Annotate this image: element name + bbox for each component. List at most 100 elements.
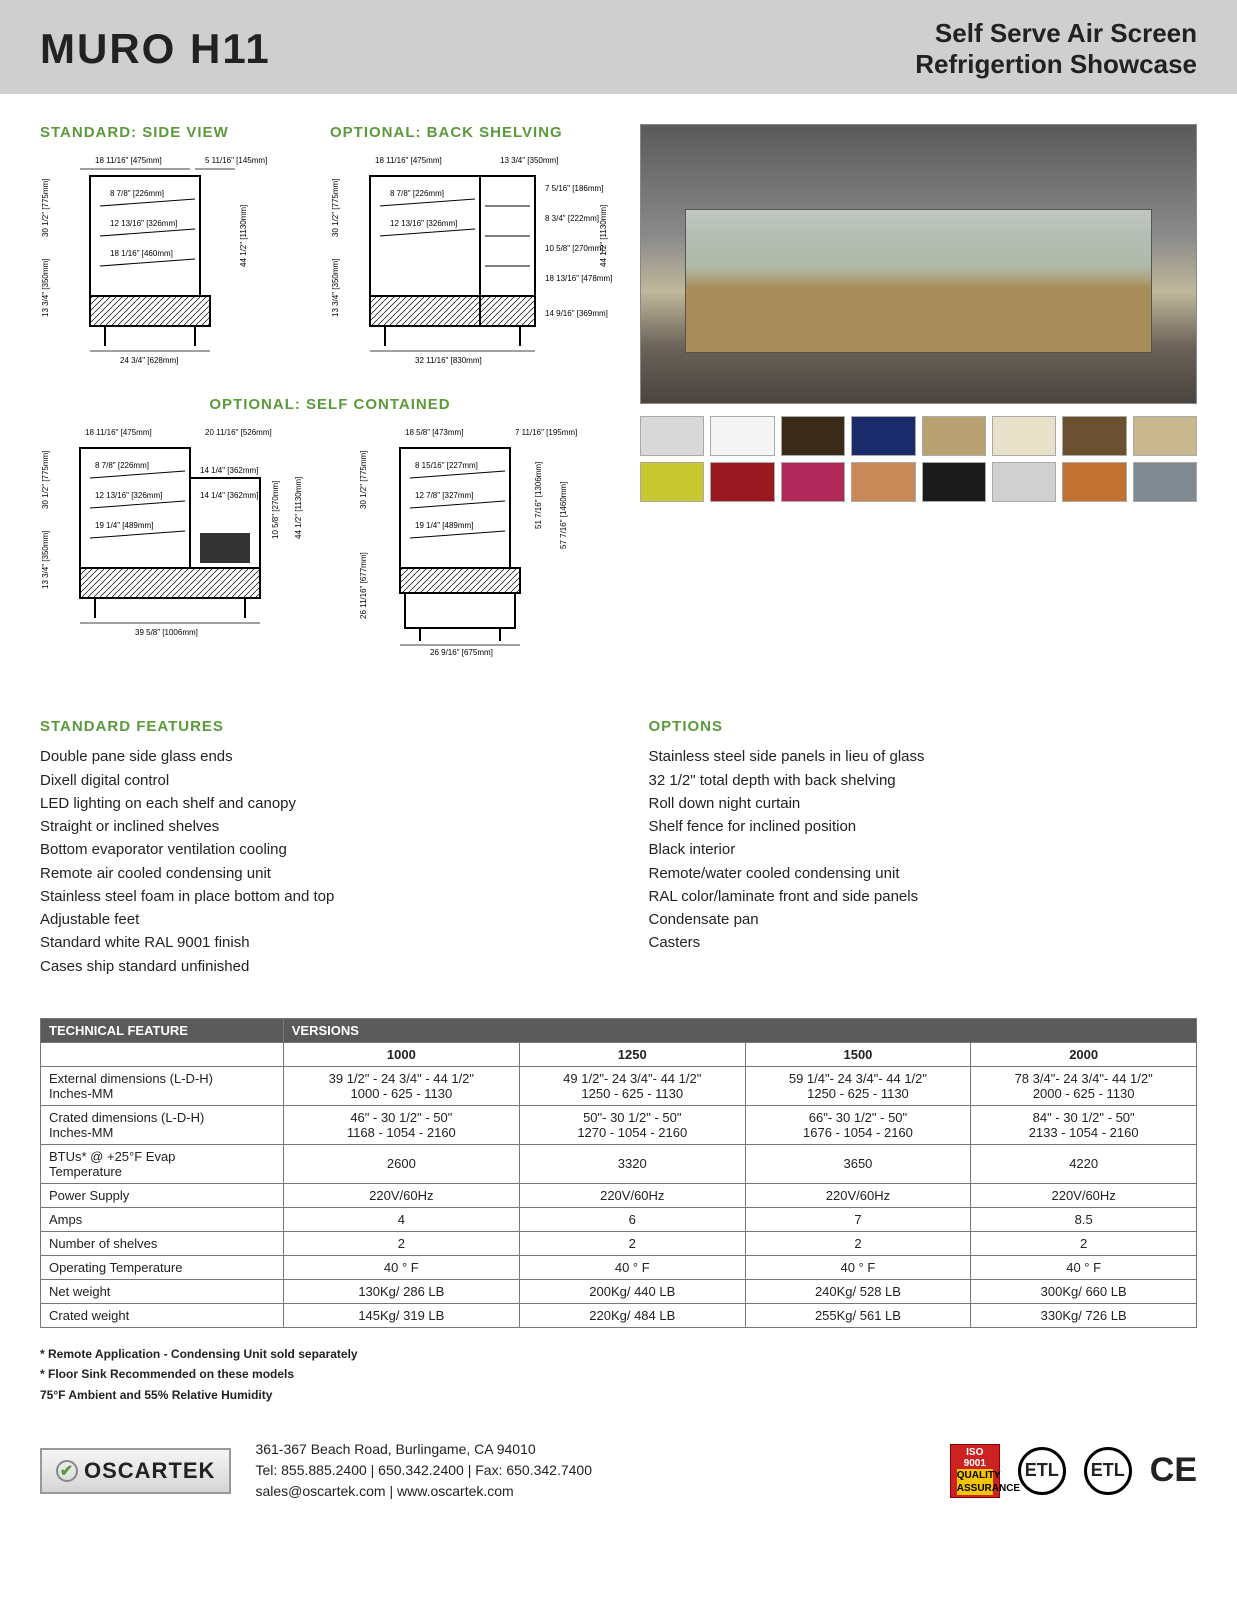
table-cell: 2 xyxy=(519,1231,745,1255)
footnote: * Remote Application - Condensing Unit s… xyxy=(40,1344,1197,1364)
table-cell: 46" - 30 1/2" - 50"1168 - 1054 - 2160 xyxy=(283,1105,519,1144)
svg-text:5 11/16" [145mm]: 5 11/16" [145mm] xyxy=(205,156,267,165)
etl-badge: ETL xyxy=(1018,1447,1066,1495)
list-item: Bottom evaporator ventilation cooling xyxy=(40,838,589,861)
list-item: 32 1/2" total depth with back shelving xyxy=(649,769,1198,792)
svg-text:14 9/16" [369mm]: 14 9/16" [369mm] xyxy=(545,309,608,318)
list-item: Dixell digital control xyxy=(40,769,589,792)
svg-text:10 5/8" [270mm]: 10 5/8" [270mm] xyxy=(271,481,280,539)
list-item: Stainless steel foam in place bottom and… xyxy=(40,885,589,908)
list-item: Shelf fence for inclined position xyxy=(649,815,1198,838)
table-cell: 300Kg/ 660 LB xyxy=(971,1279,1197,1303)
color-swatch xyxy=(992,462,1056,502)
list-item: Standard white RAL 9001 finish xyxy=(40,931,589,954)
cert-badges: ISO 9001 QUALITY ASSURANCE ETL ETL CE xyxy=(950,1444,1197,1498)
table-cell: 220V/60Hz xyxy=(745,1183,971,1207)
diagram-self-contained-a: 18 11/16" [475mm] 20 11/16" [526mm] 39 5… xyxy=(40,423,320,668)
svg-text:8 7/8" [226mm]: 8 7/8" [226mm] xyxy=(110,189,164,198)
color-swatch xyxy=(992,416,1056,456)
svg-text:8 15/16" [227mm]: 8 15/16" [227mm] xyxy=(415,461,478,470)
color-swatch xyxy=(1062,462,1126,502)
list-item: Condensate pan xyxy=(649,908,1198,931)
svg-text:12 13/16" [326mm]: 12 13/16" [326mm] xyxy=(390,219,457,228)
table-cell: 66"- 30 1/2" - 50"1676 - 1054 - 2160 xyxy=(745,1105,971,1144)
diagram-self-contained-b: 18 5/8" [473mm] 7 11/16" [195mm] 26 9/16… xyxy=(350,423,610,668)
table-cell: 2 xyxy=(283,1231,519,1255)
color-swatches xyxy=(640,416,1197,502)
table-header: VERSIONS xyxy=(283,1018,1196,1042)
svg-text:14 1/4" [362mm]: 14 1/4" [362mm] xyxy=(200,491,258,500)
list-item: Stainless steel side panels in lieu of g… xyxy=(649,745,1198,768)
svg-text:19 1/4" [489mm]: 19 1/4" [489mm] xyxy=(95,521,153,530)
footnote: * Floor Sink Recommended on these models xyxy=(40,1364,1197,1384)
table-cell: 2 xyxy=(745,1231,971,1255)
svg-text:12 13/16" [326mm]: 12 13/16" [326mm] xyxy=(110,219,177,228)
svg-text:7 5/16" [186mm]: 7 5/16" [186mm] xyxy=(545,184,603,193)
table-cell: 255Kg/ 561 LB xyxy=(745,1303,971,1327)
color-swatch xyxy=(640,416,704,456)
svg-text:7 11/16" [195mm]: 7 11/16" [195mm] xyxy=(515,428,577,437)
list-item: Casters xyxy=(649,931,1198,954)
table-cell: Amps xyxy=(41,1207,284,1231)
svg-text:44 1/2" [1130mm]: 44 1/2" [1130mm] xyxy=(294,477,303,539)
product-subtitle: Self Serve Air Screen Refrigertion Showc… xyxy=(915,18,1197,80)
iso-badge: ISO 9001 QUALITY ASSURANCE xyxy=(950,1444,1000,1498)
footer: ✔ OSCARTEK 361-367 Beach Road, Burlingam… xyxy=(0,1425,1237,1532)
table-cell: 200Kg/ 440 LB xyxy=(519,1279,745,1303)
table-cell: 40 ° F xyxy=(283,1255,519,1279)
svg-text:51 7/16" [1306mm]: 51 7/16" [1306mm] xyxy=(534,462,543,529)
svg-text:24 3/4" [628mm]: 24 3/4" [628mm] xyxy=(120,356,178,365)
svg-text:20 11/16" [526mm]: 20 11/16" [526mm] xyxy=(205,428,272,437)
svg-text:30 1/2" [775mm]: 30 1/2" [775mm] xyxy=(359,451,368,509)
svg-text:18 11/16" [475mm]: 18 11/16" [475mm] xyxy=(375,156,442,165)
color-swatch xyxy=(851,462,915,502)
svg-text:14 1/4" [362mm]: 14 1/4" [362mm] xyxy=(200,466,258,475)
color-swatch xyxy=(922,462,986,502)
table-cell: 220V/60Hz xyxy=(971,1183,1197,1207)
svg-text:44 1/2" [1130mm]: 44 1/2" [1130mm] xyxy=(239,205,248,267)
svg-text:32 11/16" [830mm]: 32 11/16" [830mm] xyxy=(415,356,482,365)
svg-text:13 3/4" [350mm]: 13 3/4" [350mm] xyxy=(331,259,340,317)
table-cell: 330Kg/ 726 LB xyxy=(971,1303,1197,1327)
list-item: Double pane side glass ends xyxy=(40,745,589,768)
table-cell: Net weight xyxy=(41,1279,284,1303)
footnotes: * Remote Application - Condensing Unit s… xyxy=(0,1338,1237,1425)
table-cell: Number of shelves xyxy=(41,1231,284,1255)
table-cell: 6 xyxy=(519,1207,745,1231)
product-photo xyxy=(640,124,1197,404)
svg-text:18 11/16" [475mm]: 18 11/16" [475mm] xyxy=(85,428,152,437)
table-cell: 1000 xyxy=(283,1042,519,1066)
table-cell: 240Kg/ 528 LB xyxy=(745,1279,971,1303)
table-cell: 50"- 30 1/2" - 50"1270 - 1054 - 2160 xyxy=(519,1105,745,1144)
diagram-side-view: 18 11/16" [475mm] 5 11/16" [145mm] xyxy=(40,151,290,376)
table-cell: 2 xyxy=(971,1231,1197,1255)
list-item: Roll down night curtain xyxy=(649,792,1198,815)
list-item: Cases ship standard unfinished xyxy=(40,955,589,978)
brand-logo: ✔ OSCARTEK xyxy=(40,1448,231,1494)
svg-text:13 3/4" [350mm]: 13 3/4" [350mm] xyxy=(41,259,50,317)
color-swatch xyxy=(710,462,774,502)
table-cell: 40 ° F xyxy=(745,1255,971,1279)
svg-text:57 7/16" [1460mm]: 57 7/16" [1460mm] xyxy=(559,482,568,549)
table-cell: 220V/60Hz xyxy=(283,1183,519,1207)
footer-contact: 361-367 Beach Road, Burlingame, CA 94010… xyxy=(255,1439,925,1502)
table-cell: External dimensions (L-D-H)Inches-MM xyxy=(41,1066,284,1105)
table-cell: BTUs* @ +25°F EvapTemperature xyxy=(41,1144,284,1183)
list-item: Remote/water cooled condensing unit xyxy=(649,862,1198,885)
svg-text:13 3/4" [350mm]: 13 3/4" [350mm] xyxy=(41,531,50,589)
table-cell: 145Kg/ 319 LB xyxy=(283,1303,519,1327)
etl-us-badge: ETL xyxy=(1084,1447,1132,1495)
header-band: MURO H11 Self Serve Air Screen Refrigert… xyxy=(0,0,1237,94)
leaf-icon: ✔ xyxy=(56,1460,78,1482)
svg-text:19 1/4" [489mm]: 19 1/4" [489mm] xyxy=(415,521,473,530)
table-cell: 2000 xyxy=(971,1042,1197,1066)
svg-text:30 1/2" [775mm]: 30 1/2" [775mm] xyxy=(41,179,50,237)
svg-text:18 1/16" [460mm]: 18 1/16" [460mm] xyxy=(110,249,173,258)
table-cell: Crated weight xyxy=(41,1303,284,1327)
color-swatch xyxy=(640,462,704,502)
color-swatch xyxy=(781,462,845,502)
table-cell: 59 1/4"- 24 3/4"- 44 1/2"1250 - 625 - 11… xyxy=(745,1066,971,1105)
table-cell: 4 xyxy=(283,1207,519,1231)
color-swatch xyxy=(781,416,845,456)
table-cell: 40 ° F xyxy=(971,1255,1197,1279)
